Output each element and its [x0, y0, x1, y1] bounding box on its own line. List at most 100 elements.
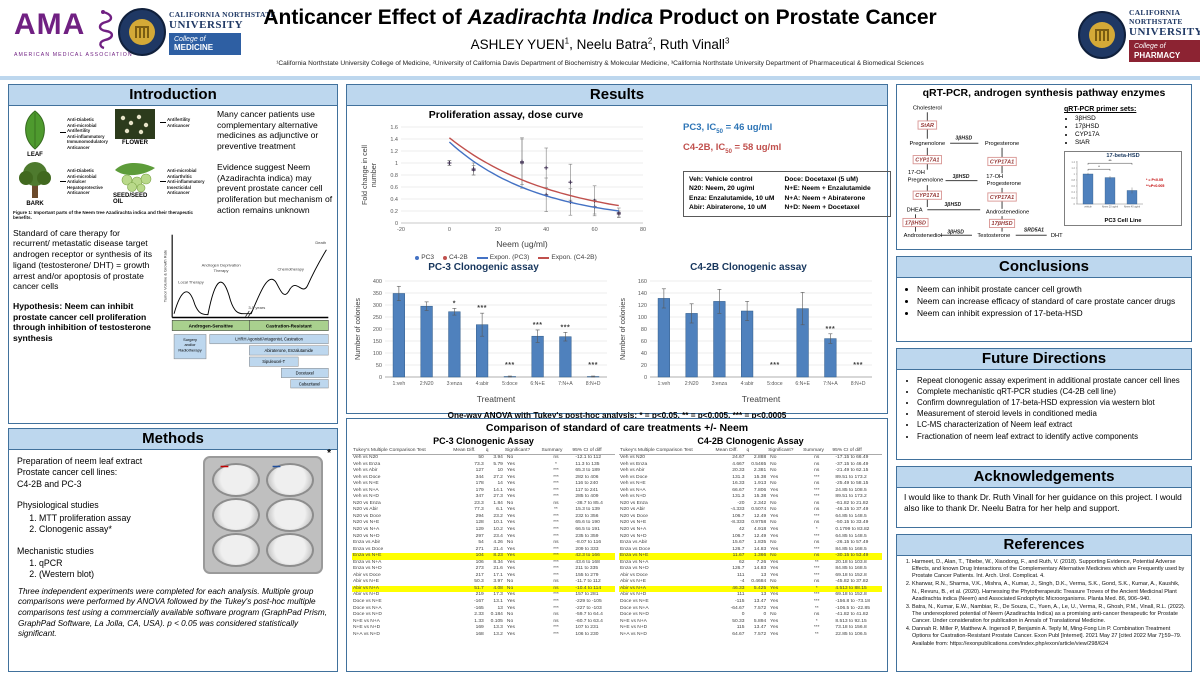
- hsd-inset-chart: 17-beta-HSD 0 0.2 0.4 0.6 0.8 1 1.2 1.4 vehicle N…: [1064, 151, 1182, 226]
- svg-text:17βHSD: 17βHSD: [905, 220, 926, 226]
- table-row: N+A vs N+D 64.67 7.572 Yes ** 22.85 to 106.5: [620, 631, 867, 637]
- cnu-university: UNIVERSITY: [1129, 26, 1200, 38]
- conclusions-header: Conclusions: [897, 257, 1191, 278]
- svg-text:0: 0: [395, 221, 398, 227]
- svg-text:CYP17A1: CYP17A1: [915, 193, 939, 199]
- svg-text:Androgen-Sensitive: Androgen-Sensitive: [189, 323, 234, 328]
- list-item: Measurement of steroid levels in conditi…: [917, 409, 1185, 419]
- table-row: Enza vs Doce 271 21.4 Yes *** 209 to 333: [353, 546, 599, 552]
- ic50-c42b: C4-2B, IC50 = 58 ug/ml: [683, 141, 782, 155]
- list-item: Veh: Vehicle control: [689, 175, 753, 183]
- leaf-icon: [25, 110, 45, 150]
- svg-text:1:veh: 1:veh: [393, 381, 406, 387]
- svg-text:***: ***: [533, 322, 543, 329]
- svg-text:Testosterone: Testosterone: [977, 233, 1010, 239]
- svg-text:number: number: [369, 162, 378, 187]
- svg-text:3βHSD: 3βHSD: [944, 202, 961, 208]
- list-item: 17βHSD: [1075, 123, 1188, 131]
- svg-text:Sipuleucel-T: Sipuleucel-T: [262, 359, 285, 364]
- table-row: Enza vs N+D 273 21.6 Yes *** 211 to 335: [353, 566, 599, 572]
- table-row: N20 vs N+D 106.7 12.49 Yes *** 64.85 to 148.5: [620, 533, 867, 539]
- table-row: Veh vs Doce 344 27.2 Yes *** 282 to 406: [353, 474, 599, 480]
- svg-text:CYP17A1: CYP17A1: [915, 157, 939, 163]
- table-row: Doce vs N+A -165 13 Yes *** -227 to -103: [353, 605, 602, 611]
- plate-brand-mark: ▂▂: [220, 462, 229, 468]
- c42b-table-subtitle: C4-2B Clonogenic Assay: [697, 436, 804, 446]
- svg-text:40: 40: [641, 351, 647, 357]
- plate-brand-mark-2: ▂▂: [272, 462, 281, 468]
- acknowledgements-panel: Acknowledgements I would like to thank D…: [896, 466, 1192, 528]
- hsd-plot: 0 0.2 0.4 0.6 0.8 1 1.2 1.4 vehicle Neem 20 ug/ml…: [1071, 158, 1164, 208]
- svg-text:2:N20: 2:N20: [685, 381, 699, 387]
- legend-column-2: Doce: Docetaxel (5 uM) N+E: Neem + Enzalu…: [784, 175, 870, 213]
- list-item: MTT proliferation assay: [39, 513, 195, 524]
- table-row: Veh vs N+D 131.3 15.38 Yes *** 89.51 to 173.2: [620, 494, 867, 500]
- future-directions-panel: Future Directions Repeat clonogenic assa…: [896, 348, 1192, 460]
- svg-text:6:N+E: 6:N+E: [795, 381, 810, 387]
- svg-text:Pregnenolone: Pregnenolone: [909, 141, 945, 147]
- treatment-abbreviation-legend: Veh: Vehicle control N20: Neem, 20 ug/ml E…: [683, 170, 891, 217]
- svg-text:5:doce: 5:doce: [502, 381, 518, 387]
- svg-text:17-OH: 17-OH: [908, 170, 925, 176]
- acknowledgements-header: Acknowledgements: [897, 467, 1191, 488]
- svg-text:Number of colonies: Number of colonies: [618, 298, 627, 360]
- svg-text:DHT: DHT: [1051, 233, 1063, 239]
- svg-text:Progesterone: Progesterone: [985, 141, 1019, 147]
- svg-text:Treatment: Treatment: [742, 394, 781, 404]
- college-of-medicine-label: College of MEDICINE: [169, 32, 241, 55]
- neem-part-benefits: Anti-Diabetic Anti-microbial Antifertility…: [59, 117, 108, 151]
- neem-part-bark: BARK Anti-Diabetic Anti-microbial Antiulcer…: [13, 160, 111, 207]
- svg-text:1.6: 1.6: [390, 125, 398, 131]
- methods-header: Methods: [9, 429, 337, 450]
- svg-text:Treatment: Treatment: [477, 394, 516, 404]
- svg-text:* = P<0.05: * = P<0.05: [1146, 178, 1163, 182]
- table-row: N20 vs Abir 77.3 6.1 Yes ** 15.3 to 139: [353, 507, 600, 513]
- svg-text:350: 350: [373, 291, 382, 297]
- svg-text:3-5 years: 3-5 years: [248, 305, 265, 310]
- results-panel: Results Proliferation assay, dose curve …: [346, 84, 891, 420]
- primer-sets-list: 3βHSD17βHSDCYP17AStAR: [1064, 115, 1188, 147]
- svg-text:4:abir: 4:abir: [476, 381, 489, 387]
- table-row: N20 vs Enza -20 2.342 No ns -61.82 to 21.82: [620, 500, 869, 506]
- list-item: Clonogenic assay*: [39, 524, 195, 535]
- table-row: Enza vs N+E 11.67 1.366 No ns -30.15 to 53.49: [619, 553, 882, 560]
- author-name: ASHLEY YUEN1: [470, 36, 570, 52]
- mechanistic-studies-title: Mechanistic studies: [17, 545, 94, 556]
- svg-text:Number of colonies: Number of colonies: [353, 298, 362, 360]
- svg-text:Radiotherapy: Radiotherapy: [178, 347, 201, 352]
- table-row: Enza vs N+A 106 8.34 Yes *** 43.6 to 168: [353, 559, 600, 565]
- list-item: Enza: Enzalutamide, 10 uM: [689, 194, 775, 202]
- svg-text:3:enza: 3:enza: [712, 381, 728, 387]
- table-row: Veh vs Doce 131.3 15.38 Yes *** 89.51 to 173.…: [620, 474, 867, 480]
- neem-part-benefits: Anti-microbial Antiarthritic Anti-inflamma…: [160, 168, 205, 196]
- affiliations: ¹California Northstate University Colleg…: [276, 60, 924, 67]
- table-row: N20 vs N+A 42 4.918 Yes * 0.1799 to 83.82: [620, 527, 870, 533]
- svg-text:7:N+A: 7:N+A: [558, 381, 573, 387]
- table-row: Veh vs N20 24.67 2.888 No ns -17.15 to 66.49: [620, 455, 869, 460]
- methods-text: Preparation of neem leaf extract Prostat…: [17, 456, 195, 581]
- table-row: Veh vs N+E 178 14 Yes *** 116 to 240: [353, 481, 599, 487]
- table-row: N20 vs Abir -4.333 0.5074 No ns -46.15 to 37.…: [620, 507, 869, 513]
- svg-text:0: 0: [1074, 202, 1076, 206]
- svg-text:Cabazitaxel: Cabazitaxel: [299, 381, 321, 386]
- svg-text:80: 80: [641, 327, 647, 333]
- table-row: Doce vs N+A -64.67 7.572 Yes ** -106.5 to -22…: [620, 605, 870, 611]
- svg-text:Death: Death: [315, 240, 326, 245]
- list-item: Neem can increase efficacy of standard o…: [917, 296, 1185, 307]
- cnu-university: UNIVERSITY: [169, 18, 244, 31]
- table-row: Veh vs N+A 179 14.1 Yes *** 117 to 241: [353, 487, 599, 493]
- svg-text:Neem 20 ug/ml: Neem 20 ug/ml: [1102, 205, 1119, 208]
- svg-text:400: 400: [373, 279, 382, 285]
- neem-part-name: LEAF: [27, 152, 43, 158]
- introduction-header: Introduction: [9, 85, 337, 106]
- svg-text:Androstenediol: Androstenediol: [904, 233, 942, 239]
- svg-text:0.8: 0.8: [1071, 178, 1075, 182]
- svg-text:**=P<0.005: **=P<0.005: [1146, 184, 1164, 188]
- table-row: Enza vs N+D 126.7 14.83 Yes *** 84.85 to 168.…: [620, 566, 867, 572]
- table-row: N20 vs Doce 294 23.2 Yes *** 232 to 356: [353, 513, 599, 519]
- svg-text:1.2: 1.2: [1071, 166, 1075, 170]
- svg-text:StAR: StAR: [921, 123, 934, 129]
- list-item: N20: Neem, 20 ug/ml: [689, 185, 755, 193]
- table-row: Veh vs N+A 66.67 7.806 Yes *** 24.85 to 108.5: [620, 487, 867, 493]
